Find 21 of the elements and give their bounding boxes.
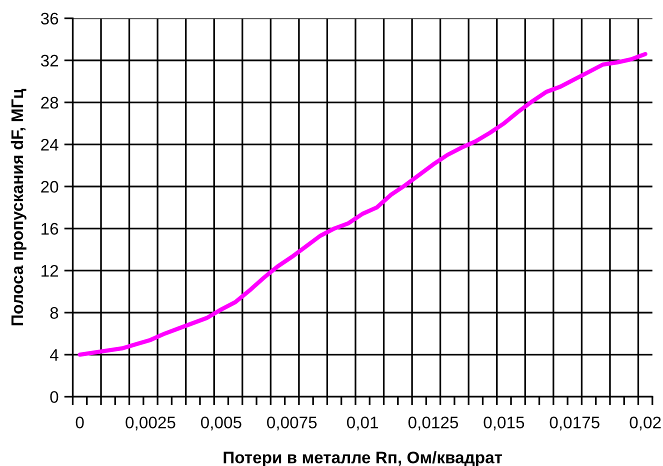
x-tick-label: 0	[76, 416, 84, 428]
y-tick-label: 8	[50, 307, 58, 319]
y-tick-label: 36	[40, 12, 58, 25]
x-tick-label: 0,0075	[267, 416, 317, 430]
y-tick-label: 28	[41, 96, 58, 109]
x-tick-label: 0,01	[346, 416, 378, 430]
y-tick-label: 20	[41, 180, 58, 193]
y-tick-label: 24	[41, 138, 58, 150]
x-tick-label: 0,0125	[408, 416, 458, 430]
y-tick-label: 16	[42, 222, 58, 235]
y-tick-label: 12	[42, 264, 58, 277]
x-tick-label: 0,02	[630, 416, 661, 430]
line-series	[78, 52, 648, 357]
y-axis-title: Полоса пропускания dF, МГц	[10, 88, 26, 326]
x-tick-label: 0,015	[484, 416, 524, 430]
y-tick-label: 32	[40, 54, 58, 67]
x-tick-label: 0,005	[200, 416, 242, 430]
x-tick-label: 0,0025	[126, 416, 176, 430]
x-tick-label: 0,0175	[550, 416, 600, 430]
y-tick-label: 4	[50, 349, 58, 361]
y-tick-label: 0	[50, 391, 58, 403]
